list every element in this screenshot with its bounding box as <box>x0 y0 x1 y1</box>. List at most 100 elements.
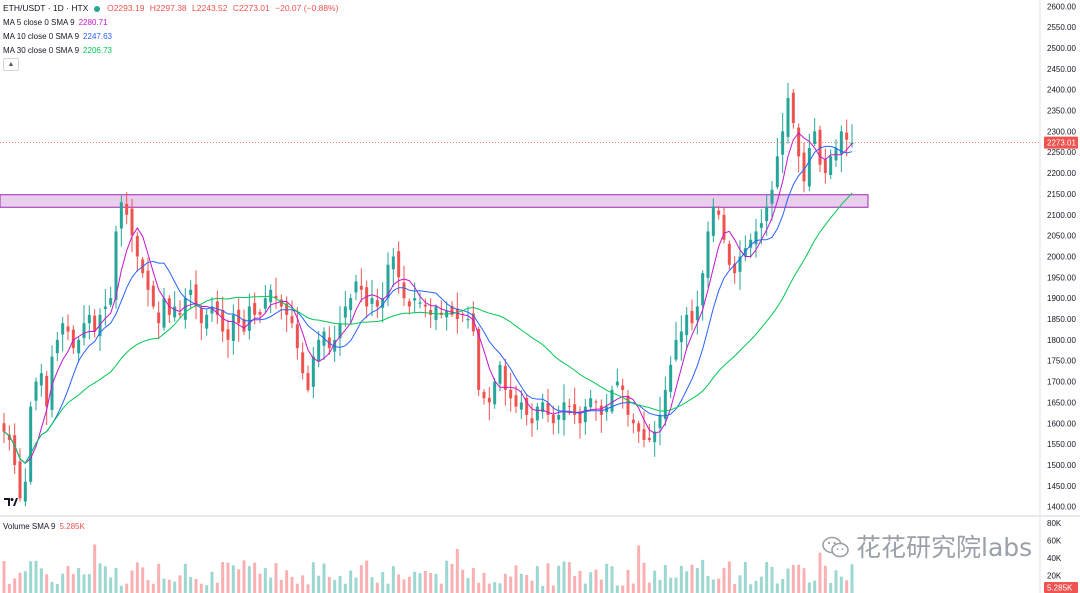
symbol-title[interactable]: ETH/USDT · 1D · HTX <box>3 3 89 13</box>
volume-bar <box>173 581 177 593</box>
volume-tick-label: 40K <box>1047 554 1062 563</box>
candle-body <box>477 328 481 390</box>
ma10-label: MA 10 close 0 SMA 9 <box>3 32 80 41</box>
volume-bar <box>658 579 662 593</box>
volume-bar <box>354 577 358 593</box>
resistance-zone[interactable] <box>0 194 869 208</box>
candle-body <box>487 397 491 403</box>
volume-legend[interactable]: Volume SMA 9 5.285K <box>3 522 85 531</box>
candle-body <box>429 310 433 315</box>
candle-body <box>727 243 731 265</box>
volume-bar <box>82 574 86 593</box>
candle-body <box>119 202 123 229</box>
price-tick-label: 1950.00 <box>1047 273 1076 282</box>
candle-body <box>423 304 427 307</box>
volume-bar <box>119 585 123 593</box>
volume-bar <box>706 576 710 593</box>
price-axis-panel[interactable] <box>1040 0 1080 593</box>
last-price-badge <box>1044 136 1078 149</box>
candle-body <box>189 289 193 295</box>
candle-body <box>802 152 806 182</box>
volume-bar <box>77 568 81 593</box>
candle-body <box>829 156 833 175</box>
candle-body <box>653 431 657 443</box>
ma5-legend[interactable]: MA 5 close 0 SMA 9 2280.71 <box>3 18 108 27</box>
candle-body <box>823 159 827 174</box>
candle-body <box>413 298 417 301</box>
volume-bar <box>546 563 550 593</box>
price-tick-label: 2000.00 <box>1047 252 1076 261</box>
candle-body <box>695 306 699 321</box>
candle-body <box>503 365 507 390</box>
volume-tick-label: 20K <box>1047 571 1062 580</box>
volume-bar <box>50 581 54 593</box>
candle-body <box>125 204 129 215</box>
collapse-legend-button[interactable]: ▲ <box>3 58 19 71</box>
volume-bar <box>343 583 347 593</box>
price-tick-label: 2300.00 <box>1047 127 1076 136</box>
volume-bar <box>375 582 379 593</box>
candle-body <box>455 308 459 320</box>
volume-bar <box>605 563 609 593</box>
candle-body <box>178 312 182 315</box>
volume-bar <box>727 561 731 593</box>
candle-body <box>637 423 641 432</box>
price-tick-label: 1850.00 <box>1047 315 1076 324</box>
volume-bar <box>29 561 33 593</box>
candle-body <box>279 299 283 307</box>
candle-body <box>717 210 721 215</box>
candle-body <box>685 314 689 336</box>
price-tick-label: 1450.00 <box>1047 482 1076 491</box>
candle-body <box>807 148 811 187</box>
candle-body <box>66 326 70 332</box>
price-tick-label: 2050.00 <box>1047 232 1076 241</box>
candle-body <box>765 206 769 222</box>
candle-body <box>722 214 726 240</box>
candle-body <box>226 329 230 340</box>
ma10-legend[interactable]: MA 10 close 0 SMA 9 2247.63 <box>3 32 112 41</box>
candle-body <box>162 298 166 328</box>
candle-body <box>338 323 342 339</box>
volume-bar <box>775 583 779 593</box>
volume-bar <box>87 574 91 593</box>
price-tick-label: 1550.00 <box>1047 440 1076 449</box>
candle-body <box>23 481 27 502</box>
price-tick-label: 1600.00 <box>1047 419 1076 428</box>
candle-body <box>679 331 683 343</box>
price-tick-label: 2400.00 <box>1047 86 1076 95</box>
candle-body <box>583 406 587 423</box>
candle-body <box>551 414 555 424</box>
volume-bar <box>519 573 523 593</box>
volume-bar <box>391 566 395 593</box>
volume-bar <box>157 563 161 593</box>
candle-body <box>701 273 705 306</box>
price-tick-label: 1650.00 <box>1047 398 1076 407</box>
candle-body <box>18 461 22 499</box>
volume-bar <box>551 585 555 593</box>
last-price-label: 2273.01 <box>1047 139 1076 148</box>
volume-bar <box>466 578 470 593</box>
volume-bar <box>802 568 806 593</box>
candle-body <box>290 316 294 324</box>
volume-bar <box>146 579 150 593</box>
candle-body <box>157 312 161 324</box>
candle-body <box>130 208 134 236</box>
volume-bar <box>205 585 209 593</box>
candle-body <box>194 284 198 307</box>
candle-body <box>770 189 774 204</box>
price-tick-label: 1800.00 <box>1047 336 1076 345</box>
candle-body <box>781 131 785 155</box>
tradingview-logo-icon[interactable] <box>4 497 18 507</box>
ma30-legend[interactable]: MA 30 close 0 SMA 9 2206.73 <box>3 46 112 55</box>
candle-body <box>359 285 363 290</box>
candle-body <box>311 356 315 387</box>
change-value: −20.07 (−0.88%) <box>275 3 339 13</box>
candle-body <box>231 314 235 341</box>
candle-body <box>711 206 715 236</box>
volume-bar <box>557 565 561 593</box>
candle-body <box>775 156 779 188</box>
candle-body <box>471 313 475 332</box>
price-tick-label: 2550.00 <box>1047 23 1076 32</box>
volume-bar <box>55 583 59 593</box>
